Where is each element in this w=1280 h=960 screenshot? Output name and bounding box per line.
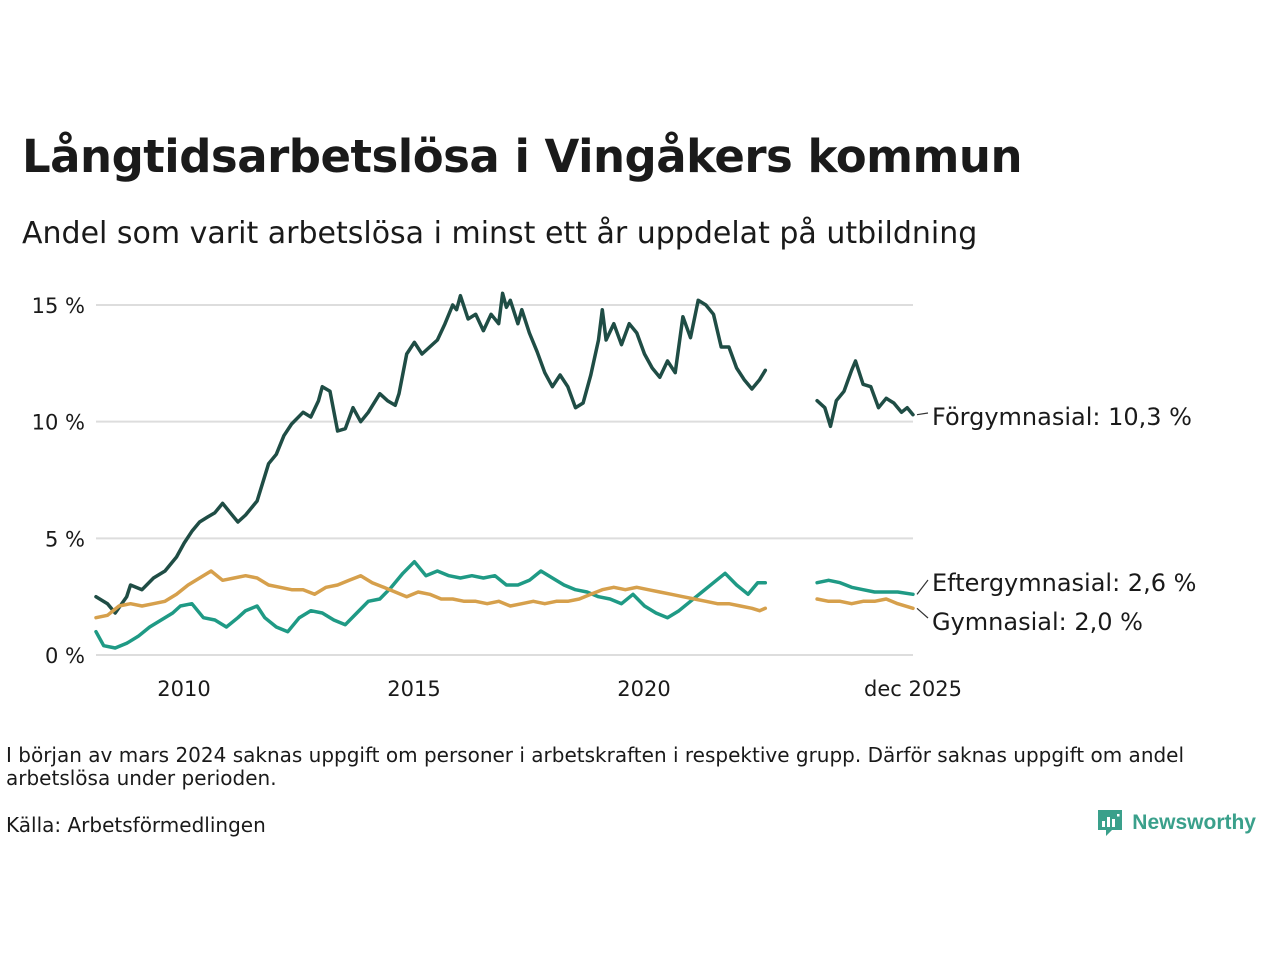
chart-title: Långtidsarbetslösa i Vingåkers kommun [22,130,1023,183]
eftergymnasial-line-2 [815,578,915,597]
newsworthy-logo-icon [1098,810,1123,836]
eftergymnasial-line-1 [94,559,768,650]
y-tick-label: 15 % [32,294,85,318]
series-lines [94,291,915,650]
brand-name: Newsworthy [1132,811,1256,834]
x-tick-label: 2015 [387,677,440,701]
gymnasial-line-2 [815,597,915,611]
series-labels: Förgymnasial: 10,3 % Eftergymnasial: 2,6 … [916,403,1196,636]
x-tick-label: 2020 [617,677,670,701]
forgymnasial-line-1 [94,291,768,615]
y-tick-label: 10 % [32,411,85,435]
forgymnasial-end-label: Förgymnasial: 10,3 % [932,403,1192,431]
footnote: I början av mars 2024 saknas uppgift om … [6,743,1185,790]
eftergymnasial-leader-line [916,579,929,595]
x-tick-label: 2010 [157,677,210,701]
gymnasial-leader-line [916,607,929,619]
gymnasial-line-1 [94,569,768,620]
y-axis: 0 % 5 % 10 % 15 % [32,294,85,668]
forgymnasial-leader-line [916,412,929,416]
chart-subtitle: Andel som varit arbetslösa i minst ett å… [22,216,978,251]
y-tick-label: 5 % [45,527,85,551]
eftergymnasial-end-label: Eftergymnasial: 2,6 % [932,569,1196,597]
gymnasial-end-label: Gymnasial: 2,0 % [932,608,1143,636]
x-axis: 2010 2015 2020 dec 2025 [157,677,962,701]
brand-logo: Newsworthy [1096,808,1256,838]
source-note: Källa: Arbetsförmedlingen [6,813,266,837]
forgymnasial-line-2 [815,359,915,429]
y-tick-label: 0 % [45,644,85,668]
x-tick-label: dec 2025 [864,677,962,701]
